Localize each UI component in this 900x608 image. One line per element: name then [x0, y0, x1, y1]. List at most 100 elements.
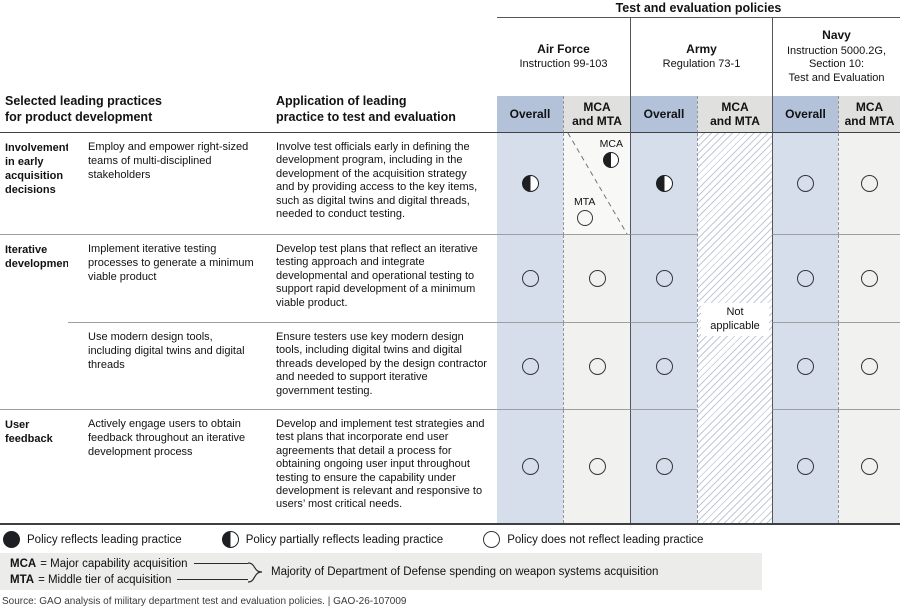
rating-cell-af-mca-mta-r1: MCA MTA — [563, 133, 630, 235]
row-practice: Use modern design tools, including digit… — [68, 323, 270, 410]
rating-cell-army-overall-r4 — [630, 410, 697, 523]
rating-symbol — [603, 152, 620, 168]
split-mca-label: MCA — [599, 138, 623, 150]
subheader-navy-overall: Overall — [772, 96, 838, 133]
rating-symbol — [861, 175, 878, 192]
legend: Policy reflects leading practice Policy … — [0, 531, 900, 548]
rating-symbol — [655, 270, 673, 287]
table-title: Test and evaluation policies — [497, 0, 900, 18]
row-practice: Actively engage users to obtain feedback… — [68, 410, 270, 523]
rating-cell-navy-mca-mta-r4 — [838, 410, 900, 523]
rating-symbol — [797, 270, 814, 287]
rating-symbol — [861, 357, 878, 375]
rating-cell-army-overall-r3 — [630, 323, 697, 410]
rating-symbol — [521, 357, 539, 375]
service-name: Navy — [822, 28, 851, 42]
row-application: Involve test officials early in defining… — [270, 133, 497, 235]
header-leading-practices: Selected leading practices for product d… — [0, 0, 270, 133]
rating-cell-af-mca-mta-r3 — [563, 323, 630, 410]
rating-cell-navy-overall-r4 — [772, 410, 838, 523]
rating-cell-af-mca-mta-r4 — [563, 410, 630, 523]
legend-item: Policy does not reflect leading practice — [483, 531, 703, 548]
abbreviation-note: Majority of Department of Defense spendi… — [271, 565, 659, 578]
rating-cell-army-overall-r2 — [630, 235, 697, 323]
rating-symbol — [797, 357, 814, 375]
rating-cell-navy-overall-r3 — [772, 323, 838, 410]
service-name: Air Force — [537, 41, 590, 56]
legend-item: Policy partially reflects leading practi… — [221, 531, 444, 548]
legend-symbol-half-circle — [221, 531, 239, 548]
legend-symbol-full-circle — [3, 531, 20, 548]
not-applicable-label: Not applicable — [701, 303, 769, 336]
service-header-air-force: Air Force Instruction 99-103 — [497, 18, 630, 96]
subheader-navy-mca-mta: MCA and MTA — [838, 96, 900, 133]
rating-cell-army-overall-r1 — [630, 133, 697, 235]
service-name: Army — [686, 41, 717, 56]
rating-cell-navy-overall-r2 — [772, 235, 838, 323]
rating-symbol — [861, 458, 878, 475]
abbreviation-definitions: MCA = Major capability acquisition MTA =… — [10, 556, 248, 588]
split-mta: MTA — [574, 196, 595, 226]
service-policy: Regulation 73-1 — [662, 58, 741, 70]
header-leading-practices-text: Selected leading practices for product d… — [5, 94, 163, 124]
rating-cell-af-overall-r2 — [497, 235, 563, 323]
split-mta-label: MTA — [574, 196, 596, 208]
diagonal-divider — [567, 133, 628, 234]
rating-cell-af-overall-r4 — [497, 410, 563, 523]
rating-cell-navy-mca-mta-r3 — [838, 323, 900, 410]
connector-line — [193, 563, 248, 564]
legend-item: Policy reflects leading practice — [3, 531, 182, 548]
rating-symbol — [521, 458, 539, 475]
service-header-navy: Navy Instruction 5000.2G, Section 10: Te… — [772, 18, 900, 96]
rating-symbol — [588, 357, 606, 375]
rating-symbol — [521, 270, 539, 287]
service-policy: Instruction 5000.2G, Section 10: Test an… — [786, 44, 887, 84]
row-practice: Employ and empower right-sized teams of … — [68, 133, 270, 235]
legend-label: Policy reflects leading practice — [27, 533, 182, 546]
subheader-airforce-mca-mta: MCA and MTA — [563, 96, 630, 133]
abbreviation-mta: MTA = Middle tier of acquisition — [10, 572, 248, 588]
legend-label: Policy does not reflect leading practice — [507, 533, 704, 546]
row-category: User feedback — [0, 410, 68, 523]
rating-symbol — [655, 458, 673, 475]
rating-cell-navy-mca-mta-r1 — [838, 133, 900, 235]
rating-symbol — [588, 458, 606, 475]
legend-label: Policy partially reflects leading practi… — [245, 533, 444, 546]
rating-symbol — [655, 175, 673, 192]
rating-cell-navy-mca-mta-r2 — [838, 235, 900, 323]
service-header-army: Army Regulation 73-1 — [630, 18, 772, 96]
abbreviation-box: MCA = Major capability acquisition MTA =… — [0, 553, 762, 590]
split-mca: MCA — [600, 138, 623, 168]
rating-symbol — [521, 175, 539, 192]
row-practice: Implement iterative testing processes to… — [68, 235, 270, 323]
rating-cell-af-overall-r3 — [497, 323, 563, 410]
rating-cell-navy-overall-r1 — [772, 133, 838, 235]
rating-symbol — [861, 270, 878, 287]
legend-symbol-empty-circle — [483, 531, 501, 548]
row-application: Ensure testers use key modern design too… — [270, 323, 497, 410]
subheader-army-overall: Overall — [630, 96, 697, 133]
rating-cell-af-overall-r1 — [497, 133, 563, 235]
rating-symbol — [797, 458, 814, 475]
header-application: Application of leading practice to test … — [270, 0, 497, 133]
rating-symbol — [797, 175, 814, 192]
header-application-text: Application of leading practice to test … — [276, 94, 456, 124]
row-application: Develop test plans that reflect an itera… — [270, 235, 497, 323]
row-application: Develop and implement test strategies an… — [270, 410, 497, 523]
rating-cell-af-mca-mta-r2 — [563, 235, 630, 323]
rating-symbol — [576, 210, 593, 226]
rating-symbol — [655, 357, 673, 375]
brace-connector-icon — [248, 561, 263, 583]
service-policy: Instruction 99-103 — [519, 58, 608, 70]
not-applicable-cell: Not applicable — [697, 133, 772, 523]
subheader-army-mca-mta: MCA and MTA — [697, 96, 772, 133]
rating-symbol — [588, 270, 606, 287]
connector-line — [177, 579, 248, 580]
row-category: Iterative development — [0, 235, 73, 410]
source-line: Source: GAO analysis of military departm… — [2, 596, 407, 607]
policy-table: Test and evaluation policies Selected le… — [0, 0, 900, 525]
subheader-airforce-overall: Overall — [497, 96, 563, 133]
abbreviation-mca: MCA = Major capability acquisition — [10, 556, 248, 572]
row-category: Involvement in early acquisition decisio… — [0, 133, 69, 235]
